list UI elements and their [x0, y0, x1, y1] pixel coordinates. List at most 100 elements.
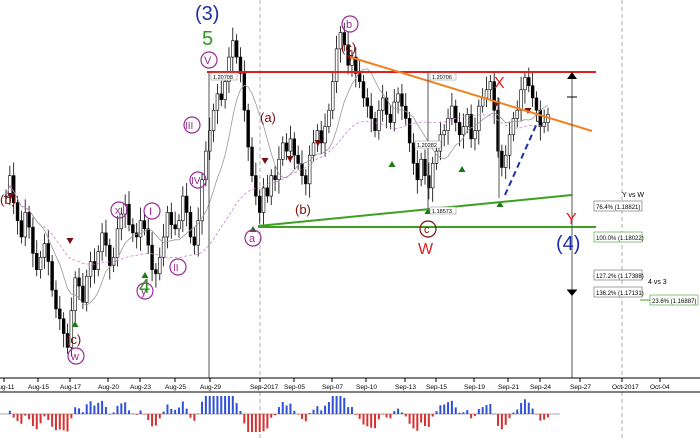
macd-bar [124, 402, 127, 414]
macd-bar [212, 396, 215, 414]
candle-body [246, 109, 250, 148]
macd-bar [547, 414, 549, 418]
macd-bar [128, 410, 131, 414]
macd-bar [285, 405, 288, 414]
x-axis-tick-label: Sep-15 [426, 384, 447, 391]
candle-body [192, 236, 197, 246]
candle-body [307, 154, 312, 185]
macd-bar [158, 414, 161, 419]
candle-body [461, 126, 466, 136]
candle-body [519, 89, 523, 111]
green-support-line-upper[interactable] [257, 194, 573, 227]
macd-bar [104, 407, 107, 414]
wave-4-label: 4 [139, 276, 150, 298]
macd-bar [300, 414, 303, 419]
macd-bar [516, 409, 519, 414]
macd-bar [208, 396, 211, 414]
x-axis-tick-label: Sep-10 [356, 384, 377, 391]
x-axis-tick-label: Sep-2017 [250, 384, 279, 391]
trendlines-layer [207, 56, 596, 378]
wave-W-label: W [418, 241, 434, 258]
macd-bar [47, 414, 50, 421]
candle-body [23, 212, 27, 238]
candle-body [311, 142, 316, 156]
pivot-high-marker [286, 156, 294, 162]
blue-dashed-channel[interactable] [504, 120, 539, 196]
candle-body [115, 228, 120, 258]
macd-bar [489, 403, 492, 414]
candle-body [223, 81, 227, 100]
fib-levels: 76.4% (1.18821) 100.0% (1.18022) 127.2% … [210, 72, 699, 306]
macd-bar [224, 396, 227, 414]
candle-body [65, 333, 70, 348]
candle-body [331, 81, 335, 111]
candle-body [415, 163, 420, 181]
macd-bar [374, 414, 377, 429]
candle-body [92, 261, 97, 270]
macd-bar [81, 412, 84, 414]
candle-body [277, 158, 281, 181]
macd-bar [281, 402, 284, 414]
moving-average-line [5, 114, 549, 265]
candle-body [327, 109, 331, 127]
macd-bar [78, 408, 81, 414]
macd-bar [389, 414, 392, 419]
macd-bar [504, 414, 507, 425]
candle-body [365, 97, 370, 107]
macd-bar [397, 408, 400, 414]
wave-a-circle-label: a [249, 233, 256, 245]
candle-body [477, 105, 481, 131]
macd-bar [412, 414, 415, 429]
macd-bar [350, 407, 353, 414]
macd-bar [377, 414, 380, 420]
macd-bar [270, 414, 273, 418]
macd-bar [485, 405, 488, 414]
macd-bar [193, 414, 196, 421]
macd-bar [181, 401, 184, 414]
macd-bar [308, 412, 311, 414]
macd-bar [320, 410, 323, 414]
fib-1362-label: 136.2% (1.17131) [596, 291, 644, 297]
macd-bar [458, 412, 461, 414]
x-axis-tick-label: Aug-25 [165, 384, 186, 391]
price-tag-mid: 1.20706 [432, 75, 452, 81]
macd-bar [400, 412, 403, 414]
candle-body [411, 142, 416, 164]
candle-body [527, 77, 531, 86]
candle-body [265, 187, 270, 197]
candle-body [35, 253, 39, 270]
candle-body [242, 73, 247, 111]
macd-bar [204, 396, 207, 414]
macd-bar [231, 396, 234, 414]
macd-bar [239, 411, 242, 414]
candle-body [357, 73, 362, 82]
candle-body [19, 220, 24, 238]
macd-bar [35, 414, 38, 430]
macd-bar [327, 402, 330, 414]
macd-bar [120, 403, 123, 414]
macd-bar [189, 414, 192, 418]
candle-body [434, 150, 439, 164]
macd-bar [8, 410, 11, 414]
wave-5-label: 5 [202, 28, 213, 50]
x-axis-tick-label: Aug-15 [28, 384, 49, 391]
candle-body [254, 175, 258, 197]
candle-body [173, 224, 177, 230]
macd-bar [543, 414, 546, 420]
macd-bar [112, 412, 115, 414]
macd-bar [97, 402, 100, 414]
orange-trendline[interactable] [349, 56, 593, 132]
price-tag-low: 1.18573 [432, 209, 452, 215]
candle-body [161, 236, 166, 258]
macd-bar [343, 397, 346, 414]
candle-body [423, 158, 427, 176]
wave-I-label: I [149, 206, 152, 218]
wave-c-circle-label: c [424, 224, 430, 236]
candle-body [457, 122, 462, 136]
candle-body [534, 97, 539, 111]
candle-body [354, 56, 358, 74]
wave-y-label: y [141, 286, 147, 298]
macd-bar [116, 405, 119, 414]
